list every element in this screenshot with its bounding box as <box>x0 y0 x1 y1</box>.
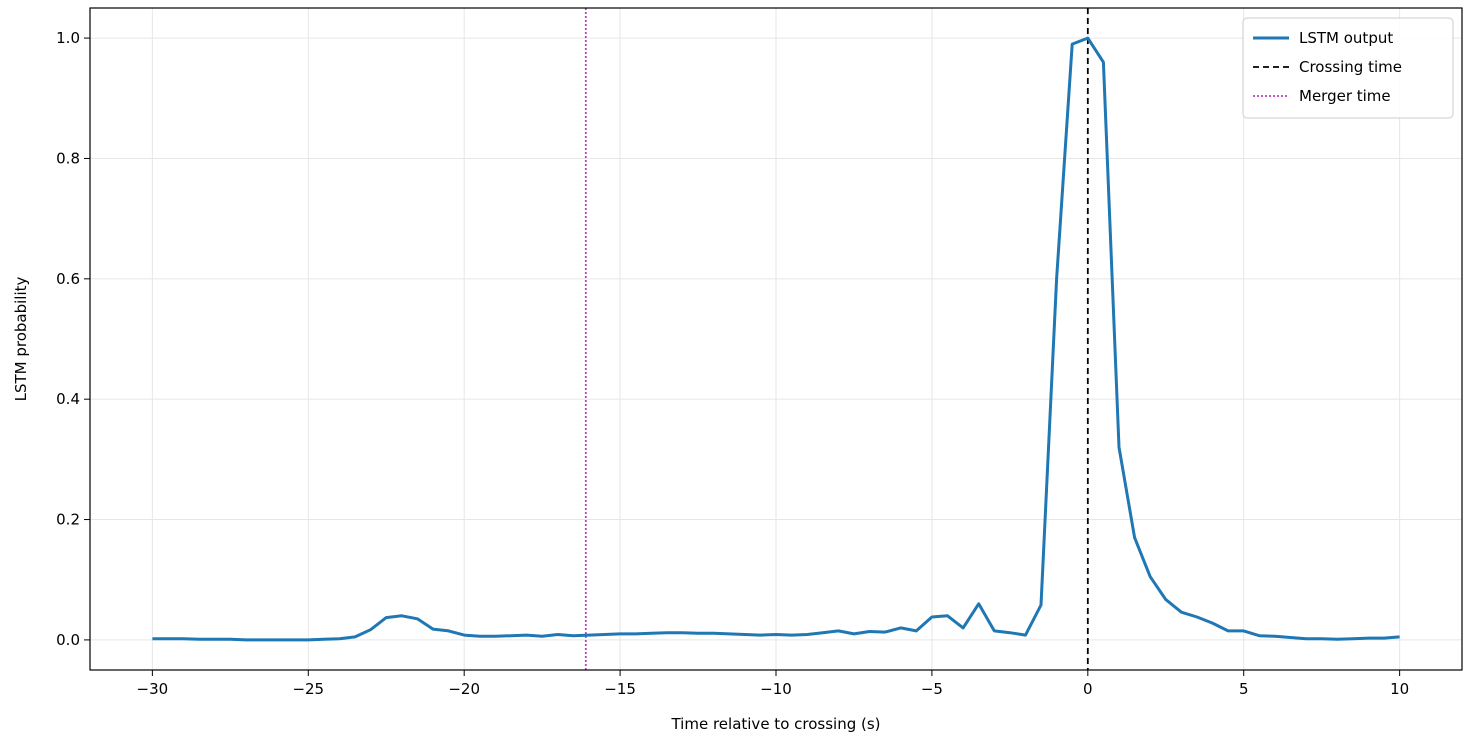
y-axis-label: LSTM probability <box>12 276 30 401</box>
series-lines <box>152 36 1400 642</box>
y-tick-label: 0.0 <box>56 631 80 649</box>
legend-label: Merger time <box>1299 87 1391 105</box>
y-tick-label: 1.0 <box>56 29 80 47</box>
x-axis-label: Time relative to crossing (s) <box>670 715 880 733</box>
x-tick-label: −20 <box>448 680 480 698</box>
x-tick-label: −30 <box>137 680 169 698</box>
x-tick-label: 10 <box>1390 680 1409 698</box>
x-tick-label: −25 <box>292 680 324 698</box>
y-tick-label: 0.4 <box>56 390 80 408</box>
x-tick-label: −15 <box>604 680 636 698</box>
y-tick-label: 0.2 <box>56 511 80 529</box>
series-line-lstm-output <box>152 36 1400 642</box>
vertical-lines <box>584 8 1089 670</box>
legend-label: LSTM output <box>1299 29 1393 47</box>
x-tick-label: −10 <box>760 680 792 698</box>
legend-label: Crossing time <box>1299 58 1402 76</box>
y-axis-ticks: 0.0 0.2 0.4 0.6 0.8 1.0 <box>56 29 90 649</box>
x-tick-label: −5 <box>921 680 943 698</box>
y-tick-label: 0.8 <box>56 149 80 167</box>
grid <box>90 8 1462 670</box>
y-tick-label: 0.6 <box>56 270 80 288</box>
legend-box <box>1242 17 1454 119</box>
x-tick-label: 5 <box>1239 680 1249 698</box>
x-axis-ticks: −30 −25 −20 −15 −10 −5 0 5 10 <box>137 670 1409 698</box>
legend: LSTM output Crossing time Merger time <box>1242 17 1454 119</box>
x-tick-label: 0 <box>1083 680 1093 698</box>
